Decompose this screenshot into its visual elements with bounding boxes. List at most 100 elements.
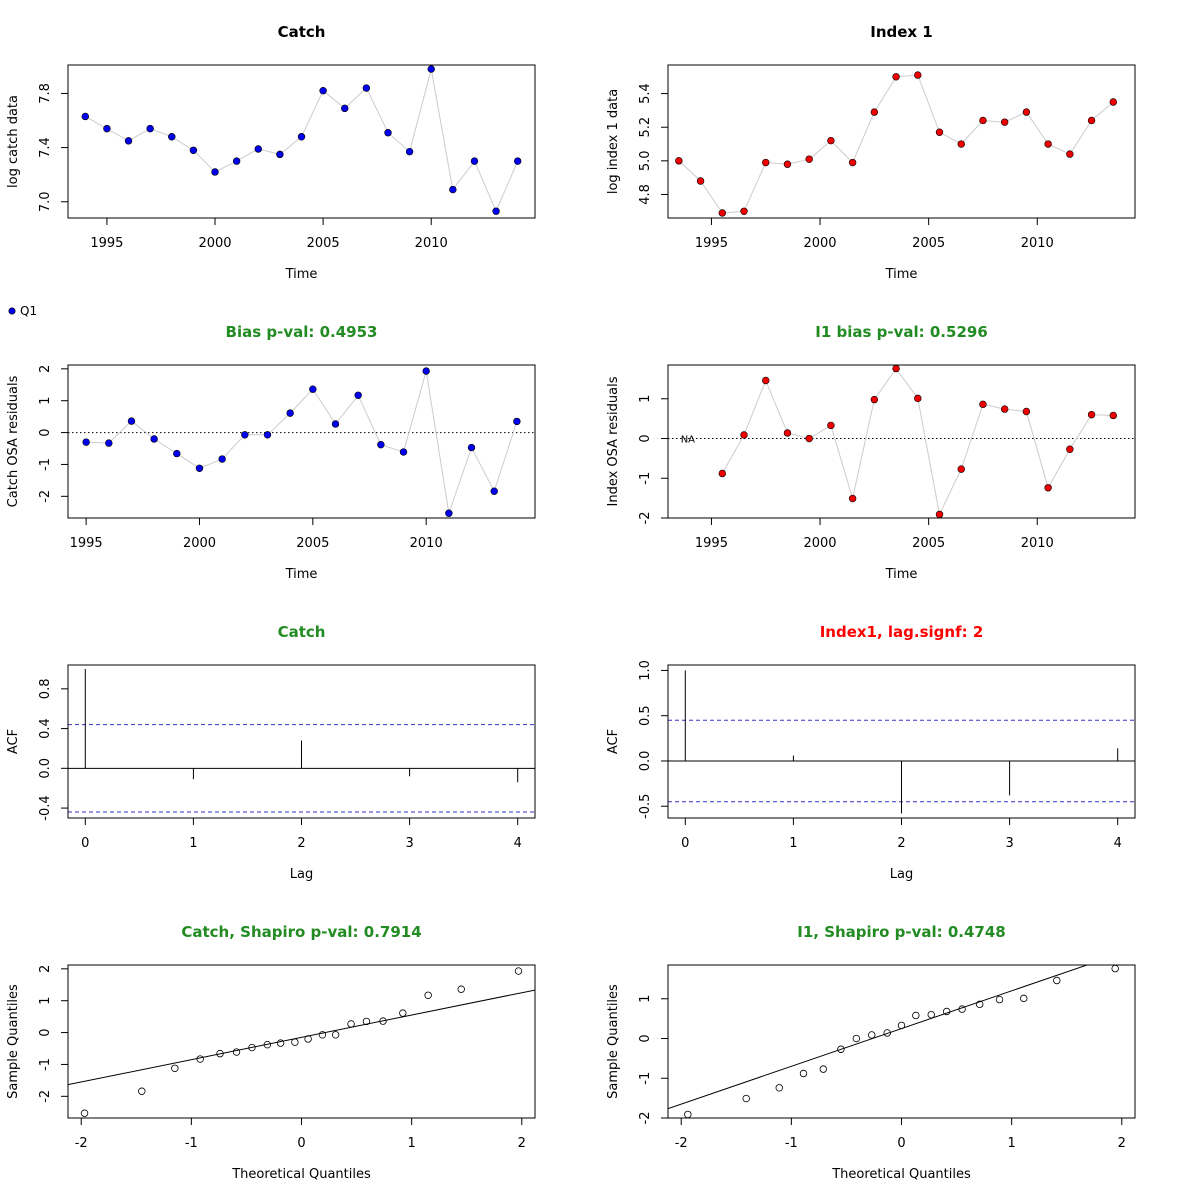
index-resid-xtick-label: 2010	[1021, 536, 1054, 551]
catch-data-point	[81, 112, 89, 121]
catch-resid-point	[241, 431, 249, 439]
index-qq-point	[775, 1084, 783, 1092]
catch-qq-frame	[67, 964, 536, 1119]
index-acf-ylabel: ACF	[606, 729, 621, 754]
index-data-title: Index 1	[870, 23, 933, 41]
catch-acf-xlabel: Lag	[290, 867, 313, 882]
catch-qq-point	[196, 1055, 204, 1063]
index-resid-point	[740, 431, 748, 439]
index-data-xtick-label: 2005	[912, 236, 945, 251]
catch-resid-point	[399, 448, 408, 456]
index-data-panel: Index 1 Time log index 1 data 1995 2000 2005 2…	[606, 23, 1136, 282]
index-data-plot-area	[675, 71, 1117, 217]
index-resid-point	[783, 429, 792, 437]
index-resid-xtick-label: 1995	[695, 536, 728, 551]
catch-data-xlabel: Time	[285, 267, 318, 282]
catch-qq-qq-line	[68, 989, 535, 1086]
index-resid-xtick-label: 2000	[803, 536, 836, 551]
index-qq-point	[868, 1031, 876, 1039]
index-resid-point	[1000, 405, 1009, 413]
index-acf-title: Index1, lag.signf: 2	[820, 623, 984, 641]
index-resid-point	[827, 421, 835, 430]
catch-resid-xtick-label: 2005	[296, 536, 329, 551]
index-data-frame	[667, 64, 1136, 219]
catch-data-ytick-label: 7.0	[38, 191, 53, 212]
index-resid-title: I1 bias p-val: 0.5296	[815, 323, 988, 341]
catch-data-point	[232, 157, 241, 165]
index-data-point	[1066, 150, 1074, 158]
catch-data-ytick-label: 7.8	[38, 83, 53, 104]
index-qq-ytick-label: -2	[638, 1112, 653, 1125]
index-acf-xtick-label: 4	[1114, 836, 1122, 851]
catch-resid-point	[309, 385, 317, 393]
catch-data-point	[276, 150, 284, 159]
index-qq-ytick-label: -1	[638, 1072, 653, 1085]
index-acf-frame	[667, 664, 1136, 819]
catch-data-point	[168, 133, 176, 141]
index-qq-xtick-label: 0	[897, 1136, 905, 1151]
catch-data-ytick-label: 7.4	[38, 137, 53, 158]
catch-qq-point	[276, 1039, 285, 1047]
catch-resid-xlabel: Time	[285, 567, 318, 582]
catch-data-point	[319, 87, 327, 95]
catch-data-xtick-label: 1995	[90, 236, 123, 251]
index-resid-point	[892, 365, 900, 373]
index-qq-point	[897, 1021, 906, 1030]
index-data-ytick-label: 5.0	[638, 150, 653, 171]
catch-qq-point	[379, 1017, 387, 1025]
catch-resid-xtick-label: 2000	[183, 536, 216, 551]
index-acf-xtick-label: 0	[681, 836, 689, 851]
catch-resid-point	[218, 455, 226, 463]
catch-qq-xtick-label: 0	[297, 1136, 305, 1151]
index-data-point	[1044, 140, 1052, 148]
catch-acf-panel: Catch Lag ACF 0 1 2 3 4 -0.4 0.0 0.4 0.8	[6, 623, 536, 882]
catch-resid-point	[513, 417, 521, 426]
index-resid-point	[914, 394, 922, 403]
index-data-point	[696, 177, 705, 185]
catch-acf-xtick-label: 1	[189, 836, 197, 851]
index-resid-ytick-label: -1	[638, 472, 653, 485]
catch-data-point	[384, 128, 392, 137]
catch-resid-point	[286, 409, 294, 417]
catch-data-point	[492, 207, 500, 215]
index-data-xtick-label: 2000	[803, 236, 836, 251]
index-data-ytick-label: 5.2	[638, 117, 653, 138]
index-data-point	[783, 160, 792, 168]
catch-data-xtick-label: 2010	[415, 236, 448, 251]
index-resid-point	[1087, 410, 1096, 419]
index-acf-panel: Index1, lag.signf: 2 Lag ACF 0 1 2 3 4 -0.5 0.0 0.…	[606, 623, 1136, 882]
catch-data-panel: Catch Time log catch data 1995 2000 2005 2010 7…	[6, 23, 536, 282]
index-data-point	[1000, 118, 1009, 126]
catch-resid-point	[377, 440, 385, 449]
index-qq-xtick-label: 2	[1118, 1136, 1126, 1151]
index-qq-point	[912, 1011, 920, 1020]
catch-resid-panel: Bias p-val: 0.4953 Time Catch OSA residual…	[6, 323, 536, 582]
index-resid-plot-area	[668, 365, 1135, 518]
catch-qq-point	[232, 1048, 241, 1056]
catch-qq-point	[304, 1035, 312, 1043]
index-data-xtick-label: 1995	[695, 236, 728, 251]
index-data-ytick-label: 4.8	[638, 184, 653, 205]
index-acf-plot-area	[668, 670, 1135, 814]
index-acf-ytick-label: -0.5	[638, 794, 653, 819]
index-resid-point	[957, 465, 965, 473]
index-acf-xtick-label: 1	[789, 836, 797, 851]
catch-acf-xtick-label: 4	[514, 836, 522, 851]
index-qq-point	[942, 1007, 951, 1016]
catch-qq-point	[263, 1040, 272, 1049]
catch-resid-point	[173, 449, 181, 458]
catch-qq-xlabel: Theoretical Quantiles	[231, 1167, 371, 1182]
catch-resid-ytick-label: -1	[38, 458, 53, 471]
catch-qq-point	[248, 1043, 256, 1052]
catch-data-point	[449, 185, 457, 194]
catch-resid-ytick-label: 2	[38, 365, 53, 373]
catch-resid-ytick-label: 1	[38, 397, 53, 405]
index-qq-xtick-label: 1	[1008, 1136, 1016, 1151]
catch-resid-point	[354, 391, 362, 399]
catch-resid-point	[127, 417, 136, 425]
catch-qq-point	[457, 985, 465, 993]
catch-resid-ytick-label: 0	[38, 428, 53, 436]
index-data-ytick-label: 5.4	[638, 83, 653, 104]
index-acf-xtick-label: 3	[1005, 836, 1013, 851]
catch-resid-point	[105, 439, 113, 447]
